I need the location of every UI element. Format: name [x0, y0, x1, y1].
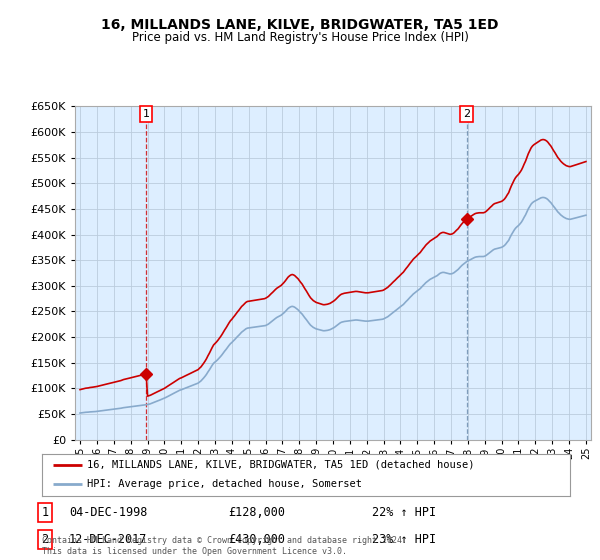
Text: 1: 1: [143, 109, 149, 119]
Text: 2: 2: [463, 109, 470, 119]
Text: 2: 2: [41, 533, 49, 546]
Text: £128,000: £128,000: [228, 506, 285, 519]
Text: 16, MILLANDS LANE, KILVE, BRIDGWATER, TA5 1ED (detached house): 16, MILLANDS LANE, KILVE, BRIDGWATER, TA…: [87, 460, 475, 470]
Text: 23% ↑ HPI: 23% ↑ HPI: [372, 533, 436, 546]
Text: HPI: Average price, detached house, Somerset: HPI: Average price, detached house, Some…: [87, 479, 362, 489]
Text: 1: 1: [41, 506, 49, 519]
Text: 16, MILLANDS LANE, KILVE, BRIDGWATER, TA5 1ED: 16, MILLANDS LANE, KILVE, BRIDGWATER, TA…: [101, 18, 499, 32]
Text: 12-DEC-2017: 12-DEC-2017: [69, 533, 148, 546]
Text: £430,000: £430,000: [228, 533, 285, 546]
Text: 22% ↑ HPI: 22% ↑ HPI: [372, 506, 436, 519]
Text: Contains HM Land Registry data © Crown copyright and database right 2024.
This d: Contains HM Land Registry data © Crown c…: [42, 536, 407, 556]
Text: 04-DEC-1998: 04-DEC-1998: [69, 506, 148, 519]
Text: Price paid vs. HM Land Registry's House Price Index (HPI): Price paid vs. HM Land Registry's House …: [131, 31, 469, 44]
